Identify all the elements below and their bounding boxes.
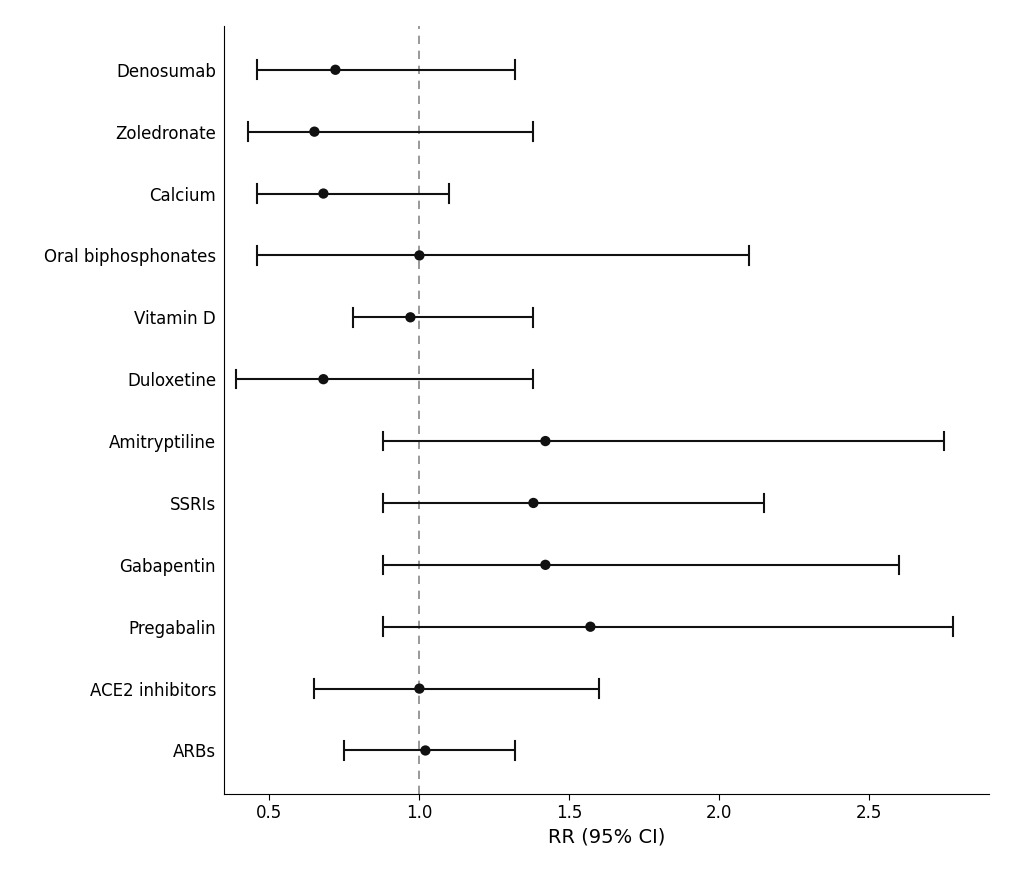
Point: [306, 124, 322, 138]
Point: [411, 249, 427, 263]
Point: [582, 620, 598, 634]
Point: [327, 63, 343, 77]
Point: [411, 682, 427, 696]
Point: [537, 557, 553, 572]
Point: [537, 434, 553, 448]
Point: [315, 186, 331, 200]
Point: [417, 744, 433, 758]
Point: [315, 372, 331, 386]
X-axis label: RR (95% CI): RR (95% CI): [547, 828, 665, 847]
Point: [525, 496, 541, 510]
Point: [401, 310, 418, 325]
